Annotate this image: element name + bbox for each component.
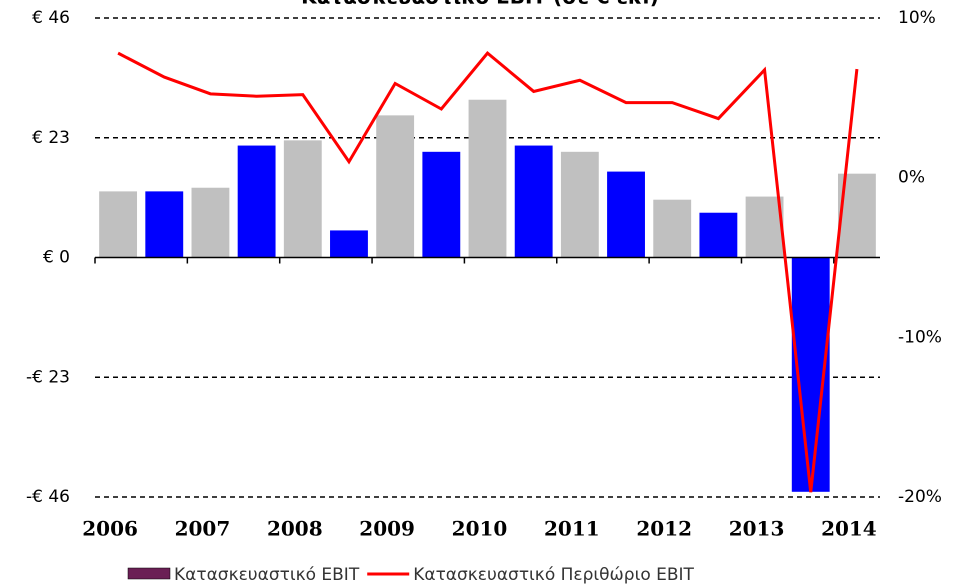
x-tick-label: 2007 — [175, 517, 231, 541]
bar — [283, 140, 322, 258]
x-tick-label: 2013 — [729, 517, 785, 541]
y-tick-label: -€ 46 — [26, 487, 70, 507]
x-tick-label: 2010 — [452, 517, 508, 541]
bar — [514, 145, 553, 258]
bar — [699, 212, 738, 258]
bar — [468, 99, 507, 258]
legend-label: Κατασκευαστικό EBIT — [174, 565, 360, 585]
y-tick-label: -€ 23 — [26, 367, 70, 387]
line-series — [117, 51, 859, 493]
y2-tick-label: 10% — [898, 8, 936, 28]
bar — [145, 191, 184, 258]
bar — [560, 151, 599, 258]
bar — [422, 151, 461, 258]
bar — [376, 115, 415, 258]
bar — [607, 171, 645, 258]
bar — [653, 199, 692, 258]
bar — [330, 230, 368, 258]
x-tick-label: 2006 — [82, 517, 138, 541]
y-tick-label: € 46 — [32, 8, 70, 28]
bar — [745, 196, 784, 258]
y2-tick-label: -20% — [898, 487, 942, 507]
bar — [191, 187, 230, 258]
legend-label: Κατασκευαστικό Περιθώριο EBIT — [413, 565, 694, 585]
chart-title: Κατασκευαστικό EBIT (σε € εκ.) — [301, 0, 659, 9]
y-tick-label: € 0 — [43, 248, 70, 268]
y2-tick-label: 0% — [898, 168, 925, 188]
legend-swatch — [127, 567, 171, 580]
x-tick-label: 2008 — [267, 517, 323, 541]
x-tick-label: 2009 — [359, 517, 415, 541]
x-tick-label: 2011 — [544, 517, 600, 541]
y-tick-label: € 23 — [32, 128, 70, 148]
x-tick-label: 2014 — [821, 517, 877, 541]
bar — [237, 145, 276, 258]
bar — [99, 191, 138, 258]
x-tick-label: 2012 — [636, 517, 692, 541]
y2-tick-label: -10% — [898, 327, 942, 347]
